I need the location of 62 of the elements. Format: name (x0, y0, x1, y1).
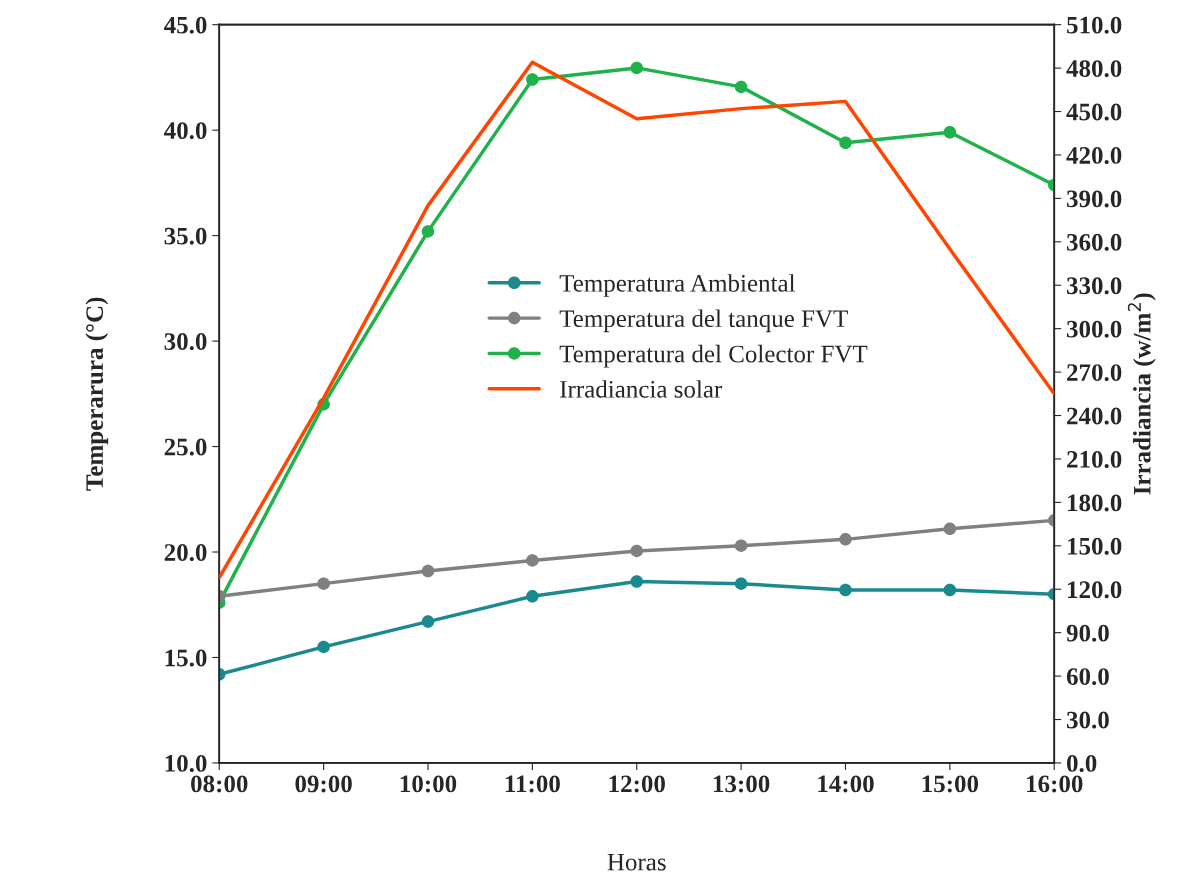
y2-axis-title: Irradiancia (w/m$^{2}$) (1127, 293, 1156, 495)
x-tick-label: 12:00 (609, 775, 665, 793)
y2-tick-label: 210.0 (1067, 451, 1122, 468)
x-tick-label: 10:00 (400, 775, 457, 793)
y2-tick-label: 330.0 (1066, 277, 1122, 295)
point (839, 533, 852, 546)
y2-tick-label: 510.0 (1067, 16, 1122, 34)
point (526, 73, 539, 86)
point (526, 590, 539, 603)
point (317, 640, 330, 654)
y-axis-title: Temperarura (°C) (85, 297, 109, 491)
point (943, 522, 957, 536)
x-tick-label: 16:00 (1027, 775, 1083, 793)
y-tick-label: 45.0 (164, 16, 207, 34)
point (317, 577, 330, 590)
legend-label: Temperatura del tanque FVT (559, 309, 848, 333)
y2-tick-label: 480.0 (1066, 60, 1122, 78)
y2-tick-label: 390.0 (1066, 190, 1122, 208)
legend-label: Temperatura del Colector FVT (559, 344, 868, 368)
point (839, 136, 852, 150)
point (839, 583, 852, 597)
x-tick-label: 11:00 (505, 775, 560, 793)
point (421, 564, 435, 578)
y-tick-label: 40.0 (164, 122, 207, 140)
y2-tick-label: 0.0 (1067, 754, 1097, 772)
y2-tick-label: 30.0 (1066, 711, 1109, 729)
y2-tick-label: 300.0 (1066, 320, 1122, 338)
point (943, 126, 957, 139)
y2-tick-label: 120.0 (1068, 581, 1122, 599)
legend-label: Temperatura Ambiental (559, 274, 796, 297)
point (734, 577, 748, 590)
y2-tick-label: 90.0 (1066, 624, 1109, 642)
y-tick-label: 15.0 (165, 649, 207, 667)
legend-label: Irradiancia solar (560, 380, 723, 398)
point (630, 61, 643, 75)
point (526, 554, 539, 567)
y-tick-label: 30.0 (164, 333, 207, 351)
y-tick-label: 10.0 (165, 754, 207, 772)
x-tick-label: 13:00 (713, 775, 770, 793)
x-tick-label: 09:00 (295, 775, 352, 793)
x-tick-label: 14:00 (818, 775, 874, 793)
y2-tick-label: 150.0 (1068, 537, 1122, 555)
point (630, 575, 643, 588)
y-tick-label: 35.0 (164, 227, 207, 245)
point (421, 615, 435, 628)
y2-tick-label: 60.0 (1066, 668, 1109, 686)
y2-tick-label: 450.0 (1066, 103, 1122, 121)
x-tick-label: 15:00 (922, 775, 979, 793)
y2-tick-label: 420.0 (1066, 147, 1122, 164)
y-tick-label: 20.0 (164, 544, 207, 562)
point (943, 583, 957, 597)
point (421, 225, 435, 238)
y2-tick-label: 360.0 (1066, 233, 1122, 251)
y2-tick-label: 180.0 (1068, 494, 1122, 512)
y2-tick-label: 270.0 (1067, 364, 1122, 382)
x-tick-label: 08:00 (191, 775, 248, 793)
point (734, 539, 748, 552)
y2-tick-label: 240.0 (1067, 407, 1122, 425)
point (734, 80, 748, 94)
y-tick-label: 25.0 (164, 438, 207, 456)
point (630, 544, 643, 558)
x-axis-title: Horas (607, 853, 666, 871)
